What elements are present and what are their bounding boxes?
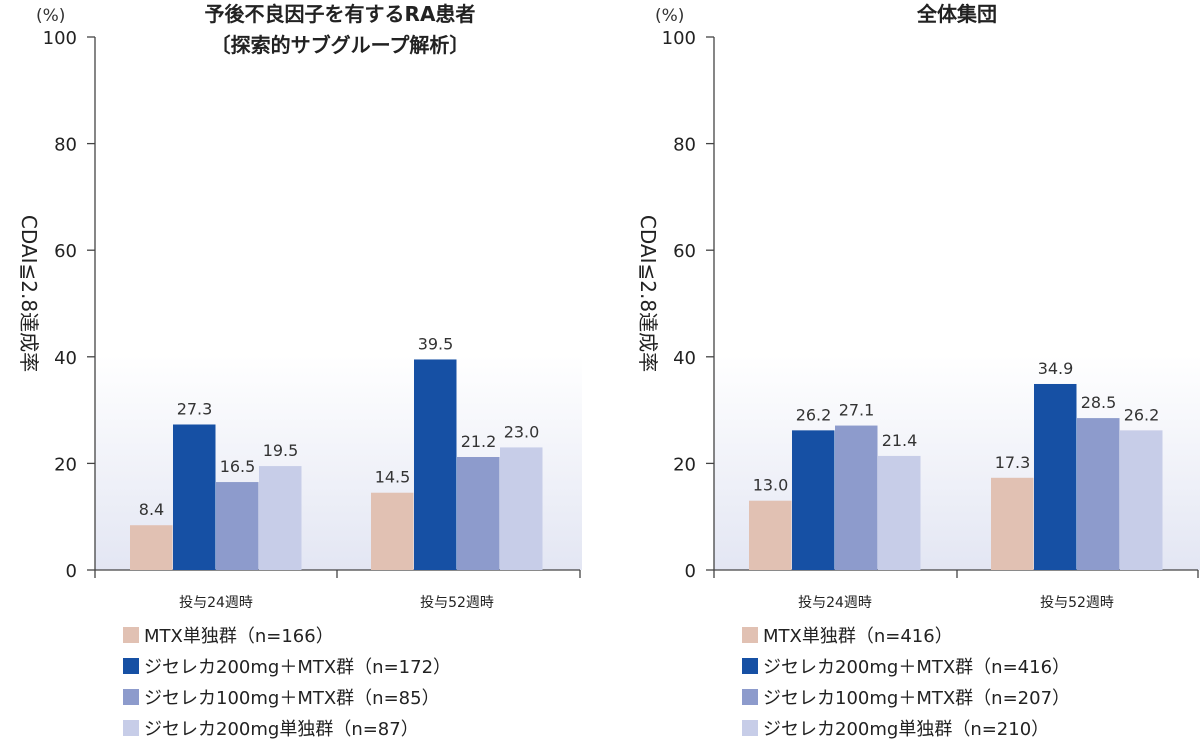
bar-value-label: 21.2 bbox=[461, 432, 497, 451]
bar-value-label: 26.2 bbox=[1124, 405, 1160, 424]
y-tick-label: 0 bbox=[66, 561, 77, 582]
bar-value-label: 14.5 bbox=[375, 468, 411, 487]
bar-value-label: 27.1 bbox=[839, 401, 875, 420]
legend-entry-label: ジセレカ200mg＋MTX群（n=416） bbox=[763, 657, 1070, 678]
legend-swatch bbox=[742, 627, 758, 643]
bar-value-label: 26.2 bbox=[796, 405, 832, 424]
y-tick-label: 100 bbox=[43, 28, 77, 49]
x-tick-label: 投与24週時 bbox=[798, 595, 872, 611]
legend-entry-label: ジセレカ100mg＋MTX群（n=85） bbox=[144, 688, 440, 709]
legend-swatch bbox=[742, 689, 758, 705]
bar-value-label: 16.5 bbox=[220, 457, 256, 476]
legend-swatch bbox=[123, 658, 139, 674]
y-unit-label: (%) bbox=[36, 6, 65, 26]
bar bbox=[1034, 383, 1077, 570]
bar bbox=[1120, 430, 1163, 570]
bar-value-label: 8.4 bbox=[139, 500, 164, 519]
bar-value-label: 23.0 bbox=[504, 422, 540, 441]
bar bbox=[991, 477, 1034, 570]
legend-entry-label: MTX単独群（n=416） bbox=[763, 626, 953, 647]
y-tick-label: 40 bbox=[54, 348, 77, 369]
bar-value-label: 21.4 bbox=[882, 431, 918, 450]
y-tick-label: 60 bbox=[54, 241, 77, 262]
y-axis-title: CDAI≦2.8達成率 bbox=[636, 215, 660, 372]
chart-title-line: 〔探索的サブグループ解析〕 bbox=[211, 33, 470, 57]
legend-swatch bbox=[123, 627, 139, 643]
legend-swatch bbox=[742, 658, 758, 674]
bar bbox=[371, 492, 414, 570]
bar bbox=[259, 466, 302, 570]
bar bbox=[500, 447, 543, 570]
x-tick-label: 投与52週時 bbox=[1040, 595, 1114, 611]
legend-entry-label: ジセレカ200mg＋MTX群（n=172） bbox=[144, 657, 451, 678]
y-tick-label: 60 bbox=[673, 241, 696, 262]
bar-value-label: 39.5 bbox=[418, 334, 454, 353]
y-unit-label: (%) bbox=[655, 6, 684, 26]
chart-title-line: 全体集団 bbox=[916, 2, 997, 26]
y-axis-title: CDAI≦2.8達成率 bbox=[17, 215, 41, 372]
legend-entry-label: ジセレカ200mg単独群（n=87） bbox=[144, 719, 419, 740]
y-tick-label: 20 bbox=[673, 454, 696, 475]
bar-value-label: 28.5 bbox=[1081, 393, 1117, 412]
bar bbox=[878, 455, 921, 570]
bar bbox=[130, 525, 173, 570]
bar bbox=[216, 482, 259, 570]
y-tick-label: 20 bbox=[54, 454, 77, 475]
bar-value-label: 17.3 bbox=[995, 453, 1031, 472]
legend-swatch bbox=[742, 720, 758, 736]
legend-entry-label: MTX単独群（n=166） bbox=[144, 626, 334, 647]
bar-value-label: 13.0 bbox=[753, 476, 789, 495]
x-tick-label: 投与52週時 bbox=[420, 595, 494, 611]
y-tick-label: 80 bbox=[673, 135, 696, 156]
bar bbox=[835, 425, 878, 570]
bar bbox=[457, 457, 500, 570]
y-tick-label: 80 bbox=[54, 135, 77, 156]
legend-swatch bbox=[123, 720, 139, 736]
bar-value-label: 34.9 bbox=[1038, 359, 1074, 378]
bar-value-label: 19.5 bbox=[263, 441, 299, 460]
bar-value-label: 27.3 bbox=[177, 399, 213, 418]
x-tick-label: 投与24週時 bbox=[179, 595, 253, 611]
legend-entry-label: ジセレカ200mg単独群（n=210） bbox=[763, 719, 1049, 740]
y-tick-label: 0 bbox=[685, 561, 696, 582]
bar bbox=[1077, 418, 1120, 570]
y-tick-label: 40 bbox=[673, 348, 696, 369]
bar bbox=[792, 430, 835, 570]
chart-title-line: 予後不良因子を有するRA患者 bbox=[205, 2, 476, 26]
legend-entry-label: ジセレカ100mg＋MTX群（n=207） bbox=[763, 688, 1070, 709]
y-tick-label: 100 bbox=[662, 28, 696, 49]
bar bbox=[173, 424, 216, 570]
bar bbox=[749, 500, 792, 570]
bar bbox=[414, 359, 457, 570]
legend-swatch bbox=[123, 689, 139, 705]
